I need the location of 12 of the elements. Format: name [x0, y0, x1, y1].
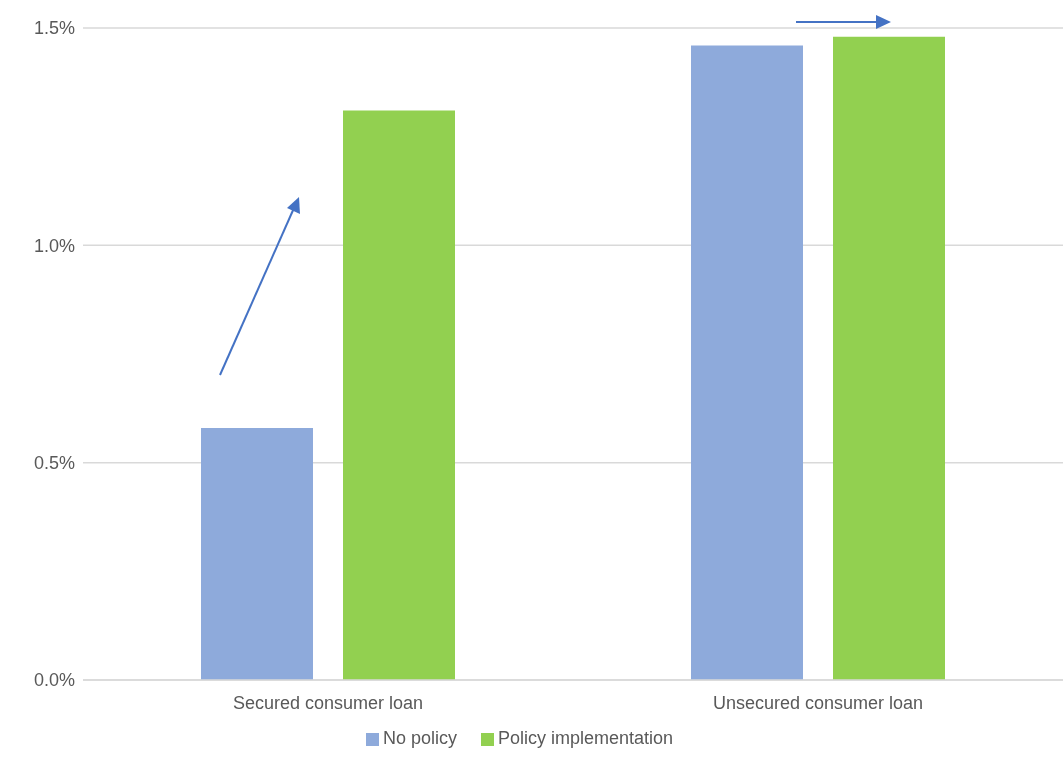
x-tick-label: Unsecured consumer loan — [712, 692, 924, 713]
y-tick-label: 0.5% — [33, 453, 75, 474]
y-tick-label: 1.0% — [33, 235, 75, 256]
bar — [201, 427, 313, 680]
bar — [691, 45, 803, 680]
x-tick-label: Secured consumer loan — [232, 692, 424, 713]
legend-label: No policy — [382, 728, 457, 748]
bar — [833, 36, 945, 680]
bar — [343, 110, 455, 680]
legend-label: Policy implementation — [497, 728, 674, 748]
y-tick-label: 0.0% — [33, 670, 75, 691]
y-tick-label: 1.5% — [33, 18, 75, 39]
